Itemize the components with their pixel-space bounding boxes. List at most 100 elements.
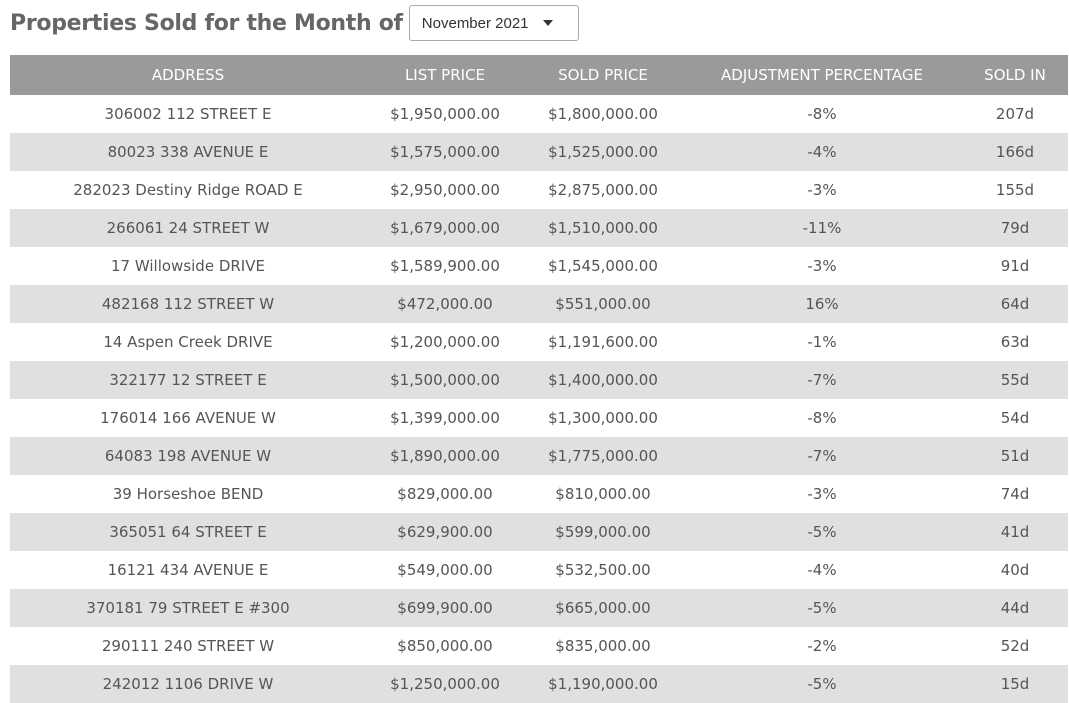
cell-address: 176014 166 AVENUE W [100, 409, 276, 427]
table-row: 14 Aspen Creek DRIVE $1,200,000.00 $1,191,… [10, 323, 1068, 361]
table-row: 266061 24 STREET W $1,679,000.00 $1,510,00… [10, 209, 1068, 247]
cell-list-price: $1,399,000.00 [390, 409, 500, 427]
cell-adjustment-percentage: -5% [682, 589, 962, 627]
column-header-adjustment-percentage: ADJUSTMENT PERCENTAGE [682, 55, 962, 95]
cell-list-price: $829,000.00 [397, 485, 493, 503]
cell-adjustment-percentage: -3% [807, 181, 837, 199]
cell-list-price: $472,000.00 [366, 285, 524, 323]
table-row: 16121 434 AVENUE E $549,000.00 $532,500.00… [10, 551, 1068, 589]
page-header: Properties Sold for the Month of Novembe… [10, 4, 579, 42]
cell-address: 242012 1106 DRIVE W [10, 665, 366, 703]
cell-adjustment-percentage: 16% [682, 285, 962, 323]
cell-sold-in: 15d [962, 665, 1068, 703]
caret-down-icon [542, 20, 553, 26]
cell-address: 370181 79 STREET E #300 [10, 589, 366, 627]
cell-address: 482168 112 STREET W [10, 285, 366, 323]
table-row: 306002 112 STREET E $1,950,000.00 $1,800,0… [10, 95, 1068, 133]
page-title: Properties Sold for the Month of [10, 10, 403, 36]
table-row: 17 Willowside DRIVE $1,589,900.00 $1,545,0… [10, 247, 1068, 285]
cell-sold-price: $1,510,000.00 [524, 209, 682, 247]
table-row: 176014 166 AVENUE W $1,399,000.00 $1,300,0… [10, 399, 1068, 437]
month-select[interactable]: November 2021 [408, 5, 579, 41]
table-row: 482168 112 STREET W $472,000.00 $551,000.0… [10, 285, 1068, 323]
cell-address: 14 Aspen Creek DRIVE [103, 333, 273, 351]
table-row: 282023 Destiny Ridge ROAD E $2,950,000.00… [10, 171, 1068, 209]
cell-adjustment-percentage: -4% [682, 133, 962, 171]
cell-adjustment-percentage: -3% [807, 485, 837, 503]
cell-sold-price: $1,400,000.00 [524, 361, 682, 399]
cell-list-price: $1,950,000.00 [390, 105, 500, 123]
cell-address: 306002 112 STREET E [104, 105, 272, 123]
cell-adjustment-percentage: -7% [682, 361, 962, 399]
cell-list-price: $2,950,000.00 [390, 181, 500, 199]
table-row: 64083 198 AVENUE W $1,890,000.00 $1,775,00… [10, 437, 1068, 475]
cell-sold-price: $1,775,000.00 [524, 437, 682, 475]
cell-adjustment-percentage: -1% [807, 333, 837, 351]
cell-address: 322177 12 STREET E [10, 361, 366, 399]
cell-address: 266061 24 STREET W [10, 209, 366, 247]
cell-list-price: $1,589,900.00 [390, 257, 500, 275]
cell-sold-price: $532,500.00 [555, 561, 651, 579]
cell-adjustment-percentage: -11% [682, 209, 962, 247]
cell-list-price: $1,250,000.00 [366, 665, 524, 703]
cell-address: 282023 Destiny Ridge ROAD E [73, 181, 303, 199]
cell-sold-price: $835,000.00 [555, 637, 651, 655]
cell-adjustment-percentage: -3% [807, 257, 837, 275]
cell-address: 39 Horseshoe BEND [112, 485, 264, 503]
properties-table: ADDRESS LIST PRICE SOLD PRICE ADJUSTMENT PE… [10, 55, 1068, 703]
column-header-sold-price: SOLD PRICE [524, 55, 682, 95]
cell-sold-price: $1,190,000.00 [524, 665, 682, 703]
table-row: 242012 1106 DRIVE W $1,250,000.00 $1,190,0… [10, 665, 1068, 703]
cell-sold-in: 41d [962, 513, 1068, 551]
cell-address: 80023 338 AVENUE E [10, 133, 366, 171]
cell-address: 365051 64 STREET E [10, 513, 366, 551]
cell-list-price: $850,000.00 [397, 637, 493, 655]
cell-adjustment-percentage: -7% [682, 437, 962, 475]
table-row: 322177 12 STREET E $1,500,000.00 $1,400,00… [10, 361, 1068, 399]
cell-sold-in: 54d [1000, 409, 1030, 427]
cell-sold-in: 52d [1000, 637, 1030, 655]
cell-sold-in: 44d [962, 589, 1068, 627]
column-header-sold-in: SOLD IN [962, 55, 1068, 95]
cell-sold-in: 74d [1000, 485, 1030, 503]
cell-list-price: $1,575,000.00 [366, 133, 524, 171]
cell-sold-in: 64d [962, 285, 1068, 323]
cell-sold-price: $551,000.00 [524, 285, 682, 323]
cell-sold-price: $1,800,000.00 [548, 105, 658, 123]
cell-address: 64083 198 AVENUE W [10, 437, 366, 475]
table-row: 80023 338 AVENUE E $1,575,000.00 $1,525,00… [10, 133, 1068, 171]
column-header-list-price: LIST PRICE [366, 55, 524, 95]
month-select-value: November 2021 [421, 14, 529, 32]
cell-sold-price: $1,525,000.00 [524, 133, 682, 171]
cell-sold-in: 207d [995, 105, 1035, 123]
cell-sold-in: 63d [1000, 333, 1030, 351]
cell-sold-price: $665,000.00 [524, 589, 682, 627]
cell-sold-in: 166d [962, 133, 1068, 171]
cell-sold-in: 79d [962, 209, 1068, 247]
cell-sold-price: $599,000.00 [524, 513, 682, 551]
cell-sold-in: 51d [962, 437, 1068, 475]
cell-address: 17 Willowside DRIVE [111, 257, 265, 275]
cell-address: 16121 434 AVENUE E [107, 561, 269, 579]
cell-list-price: $1,890,000.00 [366, 437, 524, 475]
cell-adjustment-percentage: -4% [807, 561, 837, 579]
cell-sold-in: 91d [1000, 257, 1030, 275]
cell-address: 290111 240 STREET W [101, 637, 275, 655]
cell-adjustment-percentage: -8% [807, 105, 837, 123]
table-row: 290111 240 STREET W $850,000.00 $835,000.0… [10, 627, 1068, 665]
table-row: 365051 64 STREET E $629,900.00 $599,000.00… [10, 513, 1068, 551]
cell-list-price: $699,900.00 [366, 589, 524, 627]
cell-adjustment-percentage: -5% [682, 665, 962, 703]
cell-sold-in: 40d [1000, 561, 1030, 579]
cell-sold-price: $1,300,000.00 [548, 409, 658, 427]
cell-list-price: $1,500,000.00 [366, 361, 524, 399]
cell-list-price: $1,679,000.00 [366, 209, 524, 247]
cell-list-price: $1,200,000.00 [390, 333, 500, 351]
cell-list-price: $629,900.00 [366, 513, 524, 551]
cell-adjustment-percentage: -5% [682, 513, 962, 551]
cell-list-price: $549,000.00 [397, 561, 493, 579]
cell-sold-price: $2,875,000.00 [548, 181, 658, 199]
column-header-address: ADDRESS [10, 55, 366, 95]
cell-sold-price: $810,000.00 [555, 485, 651, 503]
cell-sold-in: 55d [962, 361, 1068, 399]
